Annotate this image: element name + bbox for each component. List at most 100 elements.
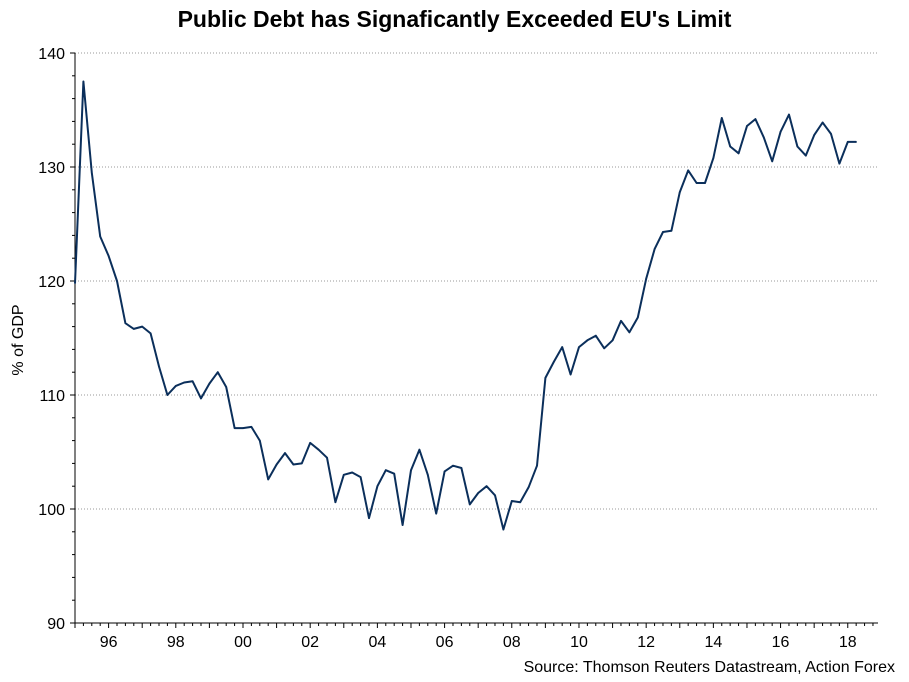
data-point: [746, 125, 748, 127]
data-point: [821, 121, 824, 124]
series-layer: [74, 80, 857, 531]
data-point: [502, 528, 505, 531]
data-point: [342, 474, 345, 476]
data-point: [569, 373, 572, 376]
data-point: [578, 346, 580, 348]
data-point: [90, 171, 93, 174]
data-point: [544, 377, 547, 379]
data-point: [418, 448, 421, 451]
y-axis-label: % of GDP: [10, 304, 27, 375]
x-tick-label-02: 02: [301, 634, 319, 651]
y-tick-label-90: 90: [47, 616, 65, 633]
data-point: [435, 512, 437, 515]
data-point: [838, 162, 841, 165]
data-point: [116, 280, 118, 282]
data-point: [401, 524, 404, 526]
data-point: [233, 427, 236, 429]
x-tick-label-12: 12: [637, 634, 655, 651]
data-point: [662, 231, 664, 233]
data-point: [124, 322, 127, 324]
data-point: [376, 485, 379, 488]
data-point: [704, 182, 706, 184]
x-tick-label-00: 00: [234, 634, 252, 651]
y-tick-label-110: 110: [39, 388, 65, 405]
data-point: [830, 133, 832, 135]
data-point: [729, 145, 731, 148]
data-point: [477, 492, 479, 494]
data-point: [242, 427, 244, 429]
y-tick-label-130: 130: [38, 160, 65, 177]
data-point: [309, 442, 311, 444]
data-point: [351, 471, 353, 474]
data-point: [620, 320, 622, 322]
data-point: [552, 361, 555, 363]
data-point: [527, 486, 530, 489]
data-point: [720, 117, 723, 119]
data-point: [368, 517, 370, 519]
data-point: [452, 464, 454, 467]
x-tick-label-14: 14: [704, 634, 722, 651]
data-point: [561, 346, 563, 348]
data-point: [82, 80, 85, 83]
data-point: [645, 277, 647, 280]
data-point: [846, 141, 849, 143]
data-point: [132, 328, 135, 330]
data-point: [460, 467, 463, 469]
data-point: [225, 386, 227, 388]
x-tick-label-06: 06: [436, 634, 454, 651]
x-tick-labels: 96 98 00 02 04 06 08 10 12 14 16 18: [100, 634, 857, 651]
data-point: [813, 134, 815, 136]
data-point: [426, 474, 429, 476]
data-point: [536, 464, 538, 467]
data-point: [494, 494, 496, 497]
data-point: [754, 118, 757, 120]
x-tick-label-18: 18: [839, 634, 857, 651]
data-point: [258, 439, 261, 442]
chart-title: Public Debt has Signaficantly Exceeded E…: [177, 6, 732, 32]
data-point: [141, 325, 143, 328]
data-point: [292, 463, 295, 466]
data-point: [712, 157, 715, 159]
data-point: [468, 503, 471, 506]
data-point: [208, 382, 211, 385]
data-point: [166, 394, 169, 396]
data-point: [636, 316, 639, 319]
data-point: [771, 160, 773, 163]
data-point: [695, 182, 698, 184]
data-point: [149, 332, 152, 335]
data-point: [250, 426, 253, 428]
data-point: [611, 339, 614, 342]
data-point: [788, 113, 790, 116]
data-point: [174, 385, 177, 387]
data-point: [586, 339, 589, 342]
data-point: [267, 478, 269, 481]
data-point: [359, 476, 362, 478]
data-point: [191, 380, 194, 383]
x-tick-label-08: 08: [503, 634, 521, 651]
data-point: [300, 462, 303, 465]
data-point: [687, 169, 689, 172]
series-line-0: [74, 80, 857, 531]
data-point: [762, 136, 765, 139]
data-point: [200, 397, 202, 400]
data-point: [158, 365, 160, 368]
data-point: [334, 501, 337, 503]
data-point: [510, 500, 513, 502]
data-point: [216, 371, 219, 374]
data-point: [670, 230, 673, 232]
data-point: [804, 154, 807, 157]
data-point: [519, 501, 521, 503]
source-note: Source: Thomson Reuters Datastream, Acti…: [523, 659, 895, 676]
data-point: [779, 130, 782, 133]
x-tick-label-04: 04: [368, 634, 386, 651]
data-point: [678, 191, 681, 193]
data-point: [284, 452, 286, 454]
data-point: [594, 334, 597, 337]
data-point: [183, 381, 185, 384]
y-tick-label-100: 100: [38, 502, 65, 519]
data-point: [393, 472, 395, 475]
x-tick-label-96: 96: [100, 634, 118, 651]
data-point: [628, 331, 631, 334]
data-point: [107, 255, 110, 257]
